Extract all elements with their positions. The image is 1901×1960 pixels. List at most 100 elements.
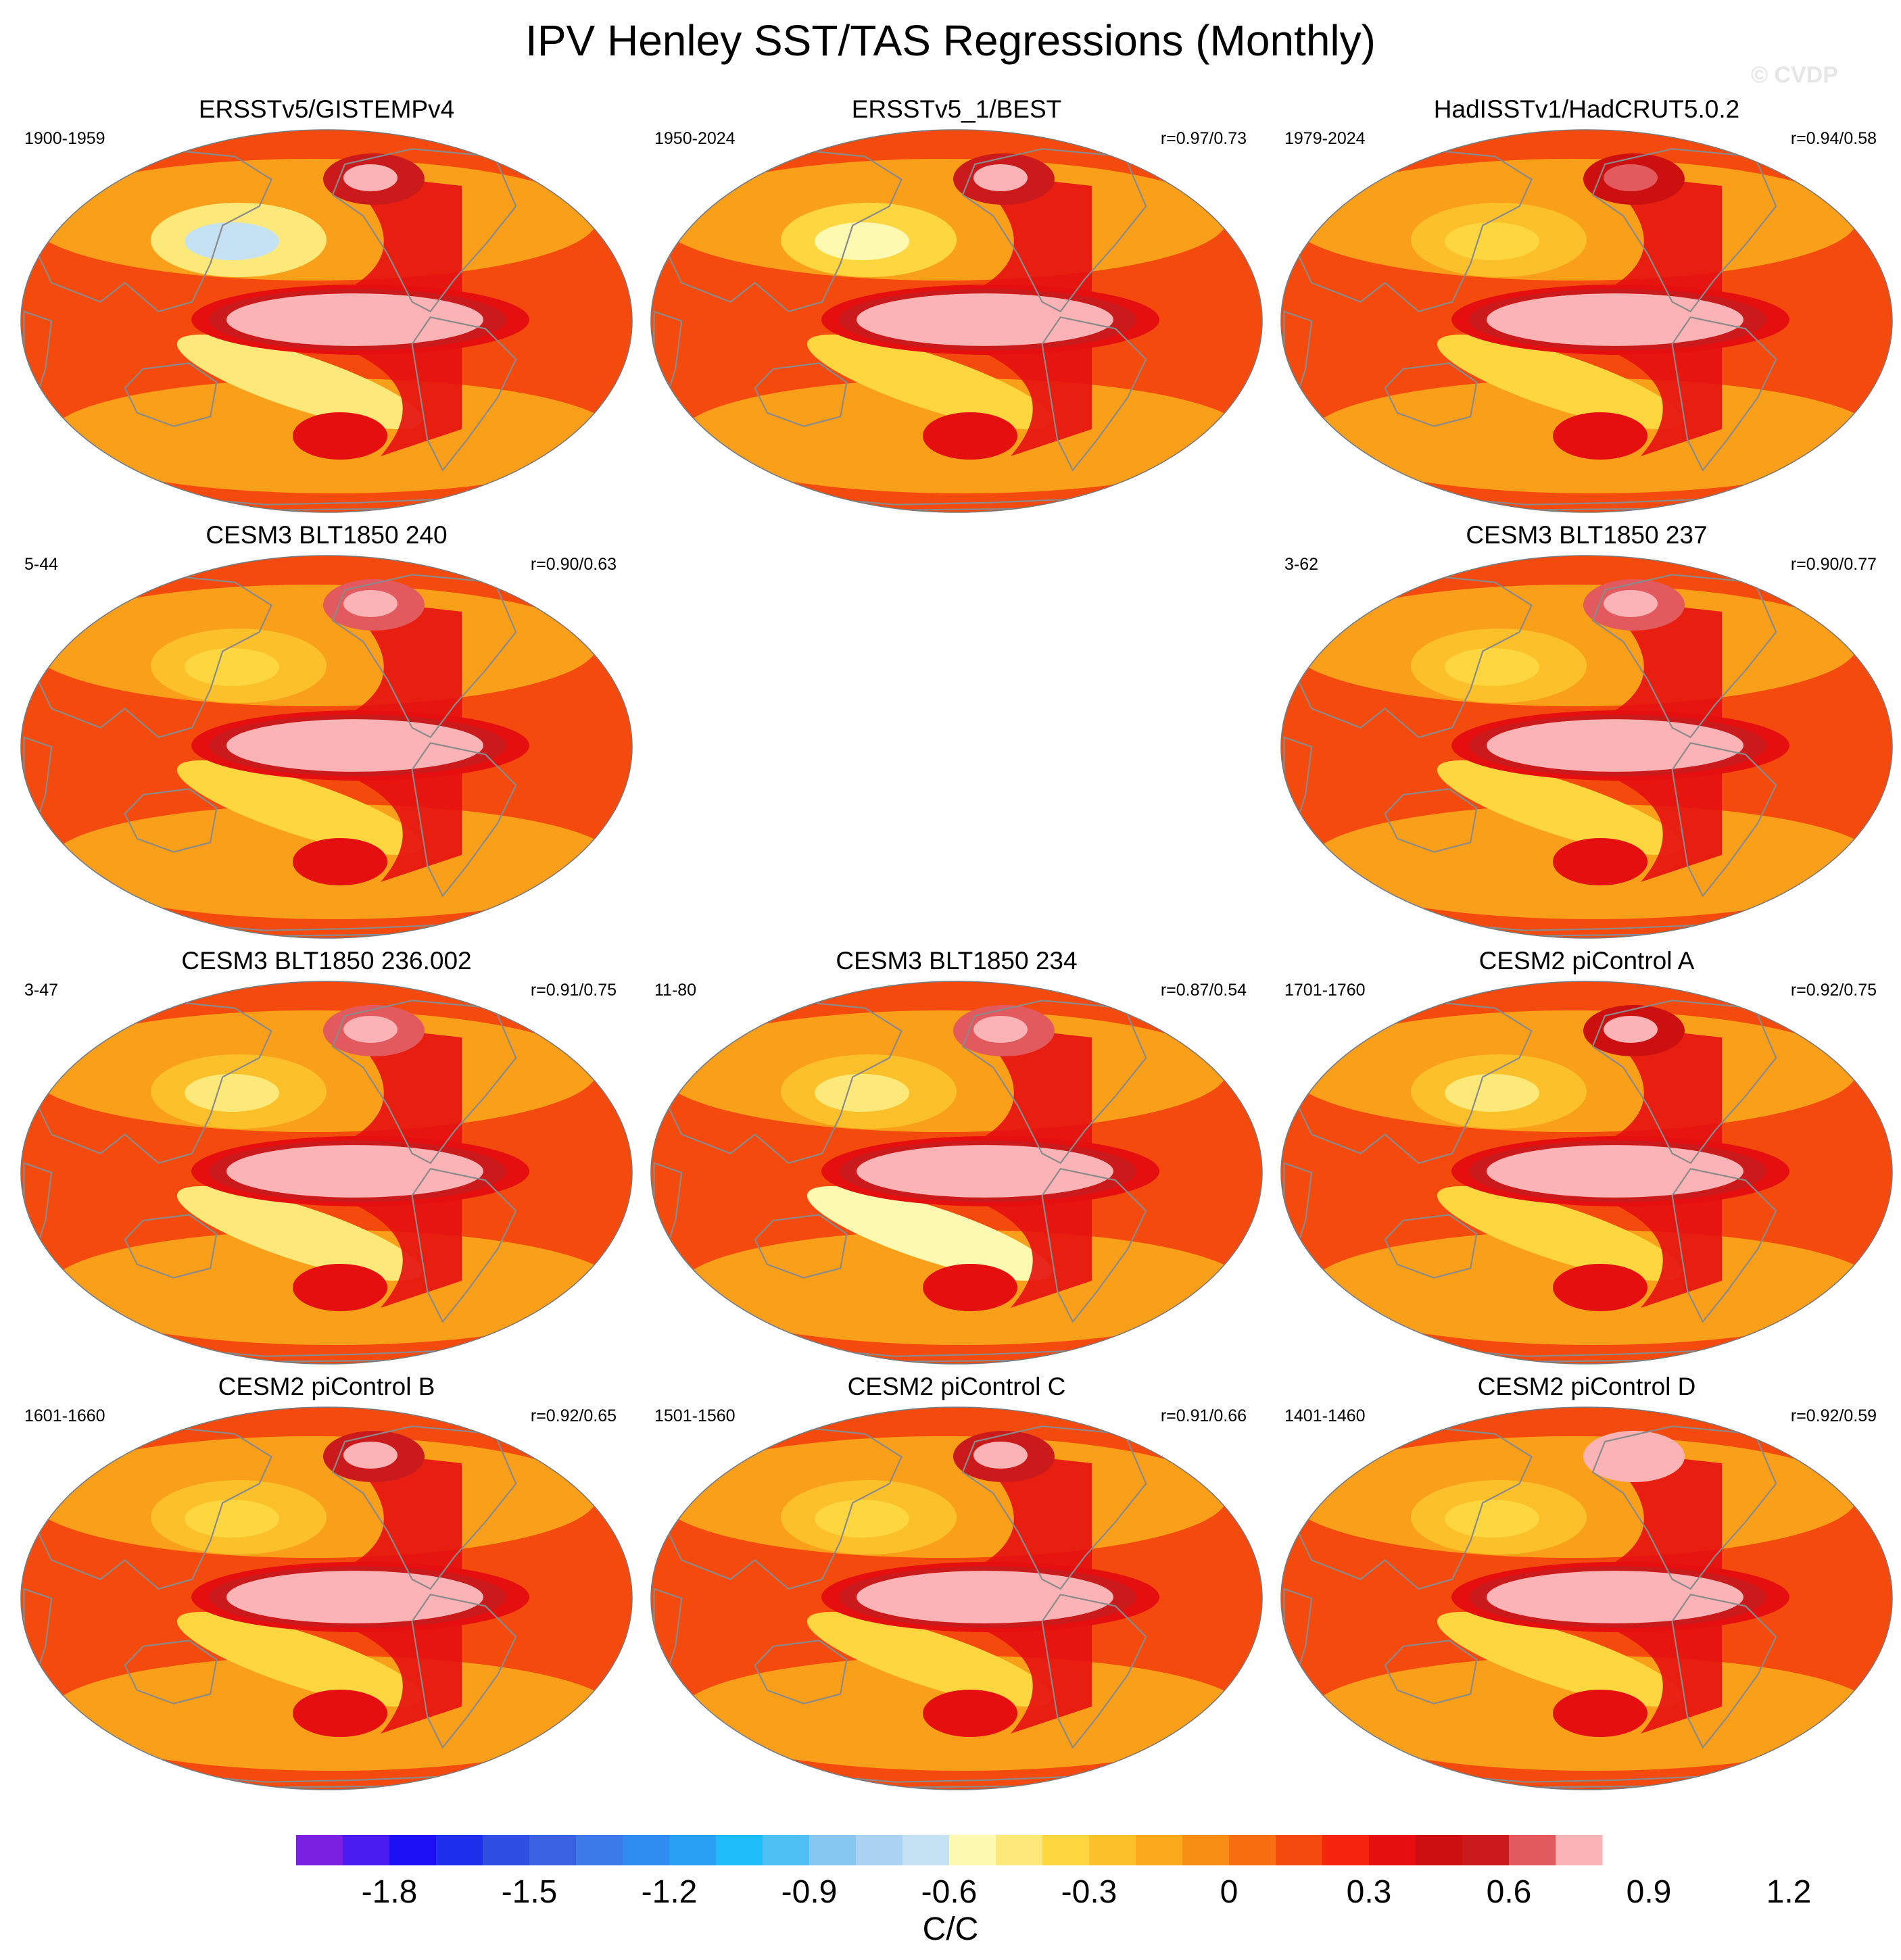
- colorbar-tick-label: -1.5: [502, 1874, 558, 1910]
- panel-correlation: r=0.90/0.63: [530, 555, 617, 574]
- colorbar-swatch: [996, 1835, 1043, 1865]
- regression-map: [650, 129, 1263, 513]
- colorbar-units: C/C: [923, 1911, 979, 1947]
- field-spac-cold: [807, 1186, 1053, 1281]
- coastline-asia: [662, 1000, 903, 1165]
- panel-period: 3-62: [1284, 555, 1319, 574]
- panel-correlation: r=0.90/0.77: [1790, 555, 1877, 574]
- map-panel: CESM2 piControl C 1501-1560 r=0.91/0.66: [642, 1372, 1271, 1805]
- field-spac-cold: [1437, 760, 1683, 855]
- colorbar-swatch: [576, 1835, 623, 1865]
- field-alaska-warm-core: [1604, 164, 1658, 191]
- field-alaska-warm-core: [973, 1016, 1028, 1043]
- field-npac-cold-core: [815, 1500, 909, 1538]
- field-cool-band-north: [1289, 159, 1857, 280]
- field-spac-cold: [1437, 335, 1683, 429]
- field-npac-cold-core: [185, 222, 279, 260]
- panel-title: CESM2 piControl A: [1478, 947, 1695, 975]
- map-panel: CESM3 BLT1850 234 11-80 r=0.87/0.54: [642, 946, 1271, 1379]
- panel-period: 1701-1760: [1284, 981, 1366, 1000]
- regression-map: [20, 981, 633, 1365]
- map-border: [20, 129, 633, 513]
- panel-title: CESM2 piControl B: [218, 1373, 435, 1400]
- field-spac-warm: [1553, 838, 1647, 885]
- colorbar-swatch: [1042, 1835, 1090, 1865]
- colorbar-swatch: [1276, 1835, 1323, 1865]
- coastline-samerica: [1671, 1168, 1777, 1323]
- map-border: [1280, 981, 1893, 1365]
- panel-period: 3-47: [24, 981, 59, 1000]
- field-nino-core: [306, 739, 401, 752]
- colorbar-swatch: [763, 1835, 810, 1865]
- colorbar-tick-label: -1.8: [362, 1874, 418, 1910]
- regression-map: [20, 129, 633, 513]
- colorbar-swatch: [1462, 1835, 1510, 1865]
- map-panel: HadISSTv1/HadCRUT5.0.2 1979-2024 r=0.94/0.…: [1272, 95, 1901, 527]
- panel-period: 1501-1560: [654, 1406, 736, 1425]
- coastline-australia: [124, 362, 218, 427]
- panel-title: CESM3 BLT1850 237: [1466, 521, 1708, 549]
- field-cool-band-north: [29, 1436, 597, 1558]
- coastline-samerica: [1041, 1594, 1147, 1749]
- field-spac-warm: [293, 838, 387, 885]
- field-spac-warm: [923, 1690, 1017, 1737]
- panel-period: 1401-1460: [1284, 1406, 1366, 1425]
- colorbar-swatch: [1229, 1835, 1276, 1865]
- regression-map: [20, 555, 633, 939]
- coastline-australia: [754, 1640, 848, 1705]
- colorbar-swatch: [1556, 1835, 1603, 1865]
- map-panel: ERSSTv5_1/BEST 1950-2024 r=0.97/0.73: [642, 95, 1271, 527]
- coastline-asia: [1292, 1000, 1533, 1165]
- field-cool-band-north: [29, 1010, 597, 1132]
- map-panel: ERSSTv5/GISTEMPv4 1900-1959: [12, 95, 641, 527]
- panel-correlation: r=0.92/0.59: [1790, 1406, 1877, 1425]
- field-alaska-warm-core: [973, 1442, 1028, 1469]
- colorbar-swatch: [1322, 1835, 1370, 1865]
- colorbar-tick-label: 1.2: [1766, 1874, 1812, 1910]
- field-spac-cold: [807, 335, 1053, 429]
- coastline-asia: [32, 148, 272, 313]
- field-cool-band-north: [1289, 585, 1857, 706]
- field-spac-warm: [1553, 1264, 1647, 1311]
- colorbar-swatch: [1136, 1835, 1183, 1865]
- regression-map: [1280, 555, 1893, 939]
- field-nino-core: [1566, 1590, 1661, 1604]
- coastline-samerica: [1671, 742, 1777, 898]
- panel-correlation: r=0.92/0.65: [530, 1406, 617, 1425]
- field-npac-cold-core: [815, 1074, 909, 1112]
- field-npac-cold-core: [1445, 1500, 1539, 1538]
- coastline-asia: [1292, 148, 1533, 313]
- map-field: [651, 130, 1262, 512]
- map-panel: CESM3 BLT1850 240 5-44 r=0.90/0.63: [12, 520, 641, 953]
- field-alaska-warm-core: [343, 164, 398, 191]
- map-field: [1281, 1407, 1892, 1790]
- coastline-australia: [1384, 362, 1478, 427]
- panel-correlation: r=0.97/0.73: [1160, 129, 1247, 148]
- field-npac-cold-core: [1445, 222, 1539, 260]
- colorbar-swatch: [296, 1835, 343, 1865]
- field-npac-cold-core: [815, 222, 909, 260]
- panel-period: 1950-2024: [654, 129, 736, 148]
- field-spac-warm: [293, 1690, 387, 1737]
- field-spac-cold: [1437, 1612, 1683, 1707]
- field-nino-core: [1566, 739, 1661, 752]
- coastline-asia: [1292, 574, 1533, 739]
- panel-correlation: r=0.87/0.54: [1160, 981, 1247, 1000]
- field-spac-cold: [1437, 1186, 1683, 1281]
- coastline-asia: [662, 148, 903, 313]
- colorbar-swatch: [903, 1835, 950, 1865]
- panel-correlation: r=0.92/0.75: [1790, 981, 1877, 1000]
- colorbar-tick-label: 0.9: [1627, 1874, 1672, 1910]
- colorbar-swatch: [483, 1835, 530, 1865]
- map-border: [20, 981, 633, 1365]
- panel-title: ERSSTv5_1/BEST: [851, 95, 1062, 123]
- colorbar-swatch: [809, 1835, 857, 1865]
- field-nino-core: [306, 313, 401, 326]
- colorbar-swatch: [436, 1835, 483, 1865]
- field-spac-warm: [923, 412, 1017, 460]
- map-border: [20, 555, 633, 939]
- panel-period: 11-80: [654, 981, 697, 1000]
- coastline-asia: [32, 574, 272, 739]
- colorbar-tick-label: -0.6: [921, 1874, 978, 1910]
- coastline-samerica: [1671, 1594, 1777, 1749]
